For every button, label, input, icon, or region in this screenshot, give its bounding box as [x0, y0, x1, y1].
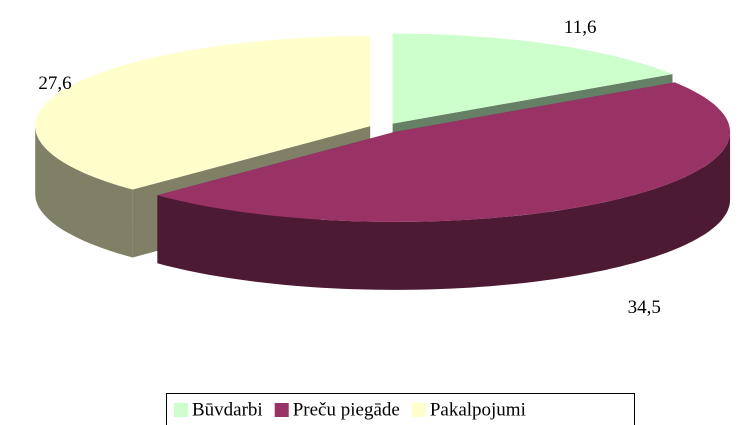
data-label: 34,5 [628, 297, 661, 318]
legend-swatch [411, 403, 426, 417]
legend-label: Preču piegāde [293, 399, 400, 420]
data-label: 27,6 [38, 73, 71, 94]
legend-label: Pakalpojumi [430, 399, 526, 420]
pie-slice [157, 82, 731, 222]
slice-side [157, 131, 731, 290]
pie: 11,6 34,5 27,6 [35, 17, 731, 318]
legend-label: Būvdarbi [192, 399, 263, 420]
legend-swatch [274, 403, 289, 417]
legend-swatch [174, 403, 188, 417]
legend-box [166, 393, 635, 425]
legend: Būvdarbi Preču piegāde Pakalpojumi [174, 399, 526, 420]
pie-slice [35, 36, 371, 190]
data-label: 11,6 [564, 17, 597, 38]
slice-side [35, 126, 133, 258]
pie-slice [392, 33, 673, 124]
